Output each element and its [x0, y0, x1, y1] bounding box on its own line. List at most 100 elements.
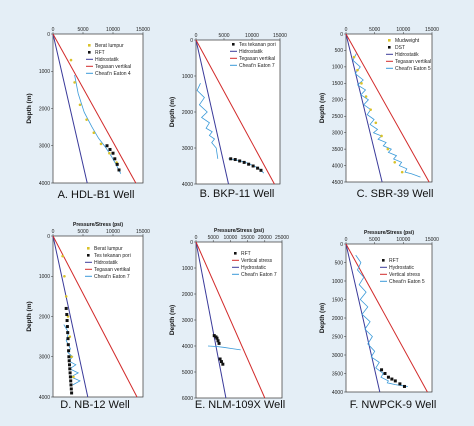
mudweight-point [108, 151, 111, 155]
rft-point [68, 367, 72, 371]
rft-point [251, 164, 255, 168]
mudweight-point [64, 295, 68, 298]
hydrostatic-line [52, 235, 89, 398]
legend-entry: Hidrostatik [239, 49, 263, 55]
mudweight-point [85, 118, 88, 121]
mudweight-point [393, 160, 397, 164]
y-axis-label: Depth (m) [319, 303, 326, 333]
rft-point [218, 357, 222, 361]
x-tick-label: 15000 [273, 33, 287, 39]
y-tick-label: 0 [47, 32, 50, 38]
x-tick-label: 0 [52, 229, 55, 235]
legend-entry: RFT [389, 258, 399, 264]
hydrostatic-line [345, 243, 381, 393]
y-tick-label: 1500 [332, 81, 343, 87]
x-tick-label: 5000 [369, 237, 380, 243]
x-tick-label: 5000 [208, 235, 219, 241]
legend-entry: DST [395, 45, 405, 51]
mudweight-point [92, 131, 96, 135]
plot-area [52, 33, 144, 184]
rft-point [69, 387, 73, 391]
chart-caption: C. SBR-39 Well [357, 188, 434, 200]
chart-panel-2: 0 5000 10000 15000 0 1000 2000 3000 4000 Depth (m… [169, 33, 287, 200]
y-tick-label: 4000 [182, 182, 193, 188]
rft-point [398, 382, 402, 386]
rft-point [69, 383, 73, 387]
mudweight-point [364, 95, 368, 98]
hydrostatic-line [52, 33, 88, 184]
rft-point [70, 391, 74, 395]
y-tick-label: 1000 [332, 279, 343, 285]
rft-point [66, 337, 70, 341]
hydrostatic-line [195, 241, 227, 399]
x-tick-label: 5000 [218, 33, 229, 39]
mudweight-point [73, 81, 76, 84]
plot-area [195, 241, 283, 399]
mudweight-point [70, 355, 73, 359]
y-axis-label: Depth (m) [319, 93, 326, 123]
x-tick-label: 15000 [425, 237, 439, 243]
y-axis-label: Depth (m) [169, 305, 176, 335]
legend-entry: Berat lumpur [94, 246, 123, 252]
chart-panel-5: 0 5000 10000 15000 20000 25000 0 1000 2000 3000 40… [169, 228, 289, 411]
rft-point [216, 339, 220, 343]
mudweight-point [72, 375, 75, 379]
rft-point [247, 162, 251, 166]
plot-area [345, 33, 433, 183]
rft-point [68, 375, 72, 379]
rft-point [67, 359, 71, 363]
rft-point [238, 159, 242, 163]
legend-entry: Tegasan vertikal [94, 267, 130, 273]
y-tick-label: 2500 [332, 334, 343, 340]
mudweight-point [69, 58, 73, 62]
y-tick-label: 0 [190, 240, 193, 246]
rft-point [65, 319, 69, 323]
y-axis-label: Depth (m) [169, 97, 176, 127]
legend-entry: Cheat'n Eaton 7 [239, 63, 275, 69]
chart-caption: F. NWPCK-9 Well [350, 399, 437, 411]
y-tick-label: 500 [335, 260, 344, 266]
y-tick-label: 4000 [39, 181, 50, 187]
chart-panel-6: 0 5000 10000 15000 0 500 1000 1500 2000 2500 3000 3… [319, 230, 439, 411]
y-tick-label: 2000 [182, 292, 193, 298]
rft-point [402, 384, 406, 388]
rft-point [229, 157, 233, 161]
legend-swatch [382, 259, 385, 262]
y-tick-label: 2000 [39, 106, 50, 112]
rft-point [386, 375, 390, 379]
y-tick-label: 3000 [332, 353, 343, 359]
legend-entry: Vertical stress [241, 258, 273, 264]
chart-caption: D. NB-12 Well [60, 399, 129, 411]
y-tick-label: 500 [335, 48, 344, 54]
y-tick-label: 1000 [182, 266, 193, 272]
hydrostatic-line [195, 39, 229, 185]
y-tick-label: 0 [340, 242, 343, 248]
y-tick-label: 4000 [332, 390, 343, 396]
x-tick-label: 5000 [369, 27, 380, 33]
y-tick-label: 0 [47, 234, 50, 240]
y-tick-label: 1000 [182, 74, 193, 80]
y-tick-label: 3000 [39, 144, 50, 150]
rft-point [66, 331, 70, 335]
x-tick-label: 0 [345, 237, 348, 243]
y-tick-label: 5000 [182, 370, 193, 376]
x-tick-label: 0 [195, 33, 198, 39]
mudweight-point [386, 147, 390, 151]
x-tick-label: 15000 [241, 235, 255, 241]
x-tick-label: 0 [345, 27, 348, 33]
legend-swatch [87, 254, 90, 257]
y-tick-label: 2500 [332, 114, 343, 120]
mudweight-point [374, 121, 378, 125]
rft-point [212, 334, 216, 338]
legend-entry: Hydrostatic [241, 265, 267, 271]
legend-entry: Tegasan vertikal [239, 56, 275, 62]
legend-swatch [88, 44, 91, 47]
x-tick-label: 10000 [106, 229, 120, 235]
legend-entry: Cheat'n Eaton 7 [241, 272, 277, 278]
rft-point [115, 162, 119, 166]
x-tick-label: 15000 [425, 27, 439, 33]
legend-entry: Hydrostatic [389, 265, 415, 271]
chart-caption: A. HDL-B1 Well [58, 189, 135, 201]
legend-swatch [87, 247, 90, 250]
